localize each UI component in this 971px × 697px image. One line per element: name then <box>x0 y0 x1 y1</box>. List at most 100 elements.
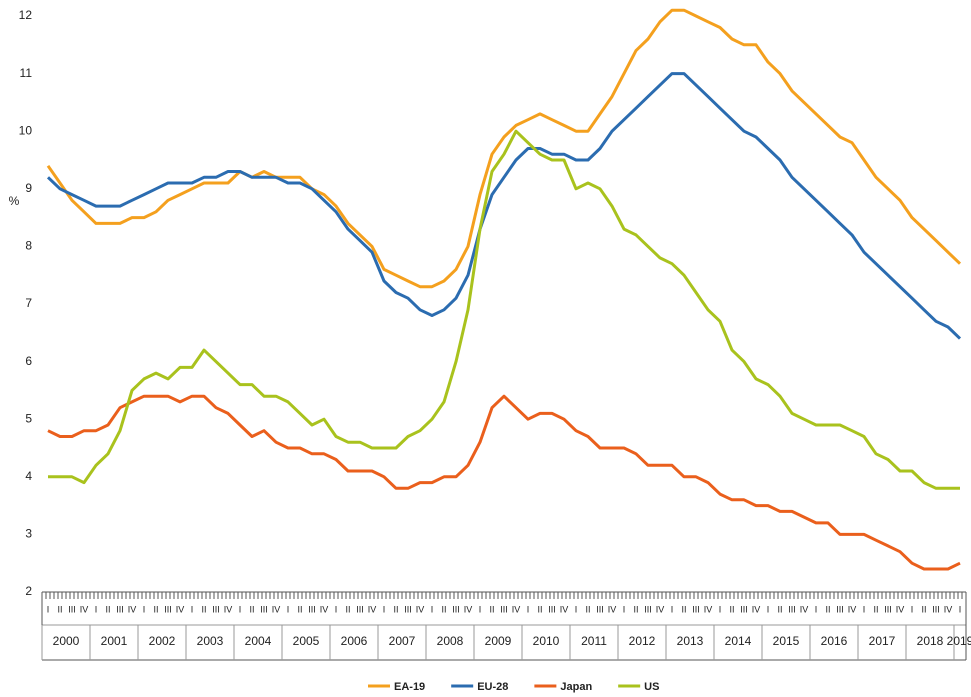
x-tick-label: III <box>68 604 76 614</box>
x-tick-label: I <box>335 604 338 614</box>
x-group-label: 2019 <box>947 634 971 648</box>
x-tick-label: III <box>740 604 748 614</box>
x-tick-label: IV <box>80 604 89 614</box>
x-tick-label: III <box>212 604 220 614</box>
x-group-label: 2011 <box>581 634 607 648</box>
x-tick-label: III <box>932 604 940 614</box>
x-tick-label: I <box>287 604 290 614</box>
y-tick-label: 12 <box>19 8 33 22</box>
x-tick-label: II <box>537 604 542 614</box>
x-tick-label: II <box>393 604 398 614</box>
x-tick-label: III <box>260 604 268 614</box>
x-tick-label: II <box>825 604 830 614</box>
y-tick-label: 7 <box>25 296 32 310</box>
x-tick-label: II <box>441 604 446 614</box>
series-line <box>48 129 960 490</box>
x-tick-label: IV <box>512 604 521 614</box>
x-tick-label: III <box>548 604 556 614</box>
x-tick-label: IV <box>752 604 761 614</box>
y-tick-label: 3 <box>25 527 32 541</box>
x-tick-label: II <box>729 604 734 614</box>
x-group-label: 2002 <box>149 634 176 648</box>
x-tick-label: IV <box>800 604 809 614</box>
legend-label: Japan <box>560 681 592 693</box>
x-tick-label: II <box>105 604 110 614</box>
x-tick-label: II <box>297 604 302 614</box>
x-group-label: 2015 <box>773 634 800 648</box>
x-tick-label: IV <box>416 604 425 614</box>
x-tick-label: II <box>57 604 62 614</box>
x-group-label: 2006 <box>341 634 368 648</box>
x-tick-label: I <box>431 604 434 614</box>
x-tick-label: I <box>719 604 722 614</box>
x-tick-label: I <box>623 604 626 614</box>
x-tick-label: II <box>921 604 926 614</box>
x-tick-label: II <box>201 604 206 614</box>
x-tick-label: III <box>788 604 796 614</box>
x-group-label: 2017 <box>869 634 896 648</box>
x-tick-label: III <box>596 604 604 614</box>
x-tick-label: III <box>308 604 316 614</box>
x-tick-label: IV <box>896 604 905 614</box>
x-tick-label: IV <box>368 604 377 614</box>
x-tick-label: IV <box>848 604 857 614</box>
x-group-label: 2003 <box>197 634 224 648</box>
x-tick-label: II <box>249 604 254 614</box>
x-tick-label: III <box>692 604 700 614</box>
x-group-label: 2016 <box>821 634 848 648</box>
series-line <box>46 8 962 289</box>
x-tick-label: II <box>153 604 158 614</box>
x-group-label: 2018 <box>917 634 944 648</box>
x-tick-label: I <box>383 604 386 614</box>
x-tick-label: I <box>575 604 578 614</box>
x-tick-label: IV <box>176 604 185 614</box>
x-tick-label: II <box>345 604 350 614</box>
y-tick-label: 2 <box>25 584 32 598</box>
legend-label: EU-28 <box>477 681 508 693</box>
x-group-label: 2013 <box>677 634 704 648</box>
y-axis-label: % <box>9 194 20 208</box>
x-tick-label: I <box>671 604 674 614</box>
x-tick-label: II <box>585 604 590 614</box>
x-tick-label: II <box>873 604 878 614</box>
series-line <box>47 394 961 571</box>
x-tick-label: I <box>959 604 962 614</box>
x-tick-label: III <box>452 604 460 614</box>
series-line <box>46 72 962 340</box>
x-tick-label: I <box>911 604 914 614</box>
x-tick-label: IV <box>944 604 953 614</box>
x-tick-label: IV <box>128 604 137 614</box>
x-tick-label: III <box>404 604 412 614</box>
x-tick-label: I <box>767 604 770 614</box>
x-tick-label: I <box>815 604 818 614</box>
y-tick-label: 5 <box>25 411 32 425</box>
x-group-label: 2000 <box>53 634 80 648</box>
y-tick-label: 9 <box>25 181 32 195</box>
x-tick-label: III <box>356 604 364 614</box>
x-group-label: 2007 <box>389 634 416 648</box>
x-tick-label: I <box>191 604 194 614</box>
x-tick-label: III <box>836 604 844 614</box>
x-tick-label: IV <box>560 604 569 614</box>
x-tick-label: IV <box>320 604 329 614</box>
x-group-label: 2005 <box>293 634 320 648</box>
x-group-label: 2014 <box>725 634 752 648</box>
x-tick-label: II <box>489 604 494 614</box>
x-tick-label: II <box>633 604 638 614</box>
x-tick-label: II <box>681 604 686 614</box>
x-tick-label: I <box>527 604 530 614</box>
x-tick-label: I <box>143 604 146 614</box>
x-tick-label: III <box>164 604 172 614</box>
x-tick-label: II <box>777 604 782 614</box>
y-tick-label: 10 <box>19 123 33 137</box>
x-tick-label: IV <box>704 604 713 614</box>
x-tick-label: I <box>479 604 482 614</box>
legend-label: EA-19 <box>394 681 425 693</box>
x-tick-label: IV <box>224 604 233 614</box>
x-group-label: 2004 <box>245 634 272 648</box>
x-group-label: 2012 <box>629 634 656 648</box>
legend-label: US <box>644 681 659 693</box>
x-tick-label: I <box>863 604 866 614</box>
y-tick-label: 8 <box>25 239 32 253</box>
